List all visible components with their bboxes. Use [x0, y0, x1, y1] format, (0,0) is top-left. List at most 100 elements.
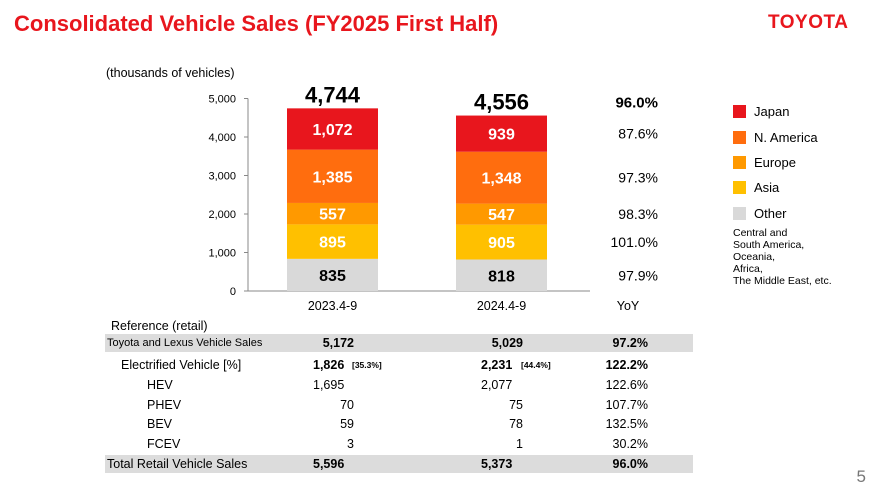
yoy-value: 98.3%: [618, 206, 658, 222]
legend-item-north-america: N. America: [733, 130, 873, 146]
ref-value-2023: 5,596: [313, 457, 345, 471]
y-tick-label: 1,000: [208, 248, 236, 260]
legend-label-north-america: N. America: [754, 130, 818, 145]
ref-label: BEV: [147, 417, 173, 431]
legend-item-other: Other: [733, 206, 873, 222]
bar-segment: [287, 149, 378, 203]
yoy-header: YoY: [617, 299, 640, 313]
legend-swatch-japan: [733, 105, 746, 118]
y-tick-label: 3,000: [208, 171, 236, 183]
legend-item-europe: Europe: [733, 155, 873, 171]
bar-value-label: 835: [319, 268, 346, 285]
ref-value-2024: 75: [509, 398, 523, 412]
ref-value-2024: 2,077: [481, 378, 513, 392]
legend-label-asia: Asia: [754, 180, 780, 195]
ref-yoy: 97.2%: [612, 336, 648, 350]
ref-yoy: 30.2%: [612, 437, 648, 451]
bar-segment: [287, 258, 378, 291]
ref-yoy: 132.5%: [605, 417, 648, 431]
ref-row-total-retail: Total Retail Vehicle Sales 5,596 5,373 9…: [105, 455, 693, 473]
bar-segment: [456, 259, 547, 291]
bar-value-label: 818: [488, 268, 515, 285]
page-number: 5: [856, 467, 866, 486]
bar-total-label: 4,556: [474, 90, 529, 115]
legend-note-line: Africa,: [733, 263, 763, 275]
bar-value-label: 905: [488, 235, 515, 252]
legend-other-note: Central and South America, Oceania, Afri…: [733, 227, 853, 287]
bar-segment: [287, 108, 378, 150]
ref-pct-2023: [35.3%]: [352, 360, 382, 370]
ref-value-2024: 5,029: [491, 336, 523, 350]
bar-segment: [287, 224, 378, 259]
legend-swatch-north-america: [733, 131, 746, 144]
ref-pct-2024: [44.4%]: [521, 360, 551, 370]
bar-total-label: 4,744: [305, 82, 361, 107]
y-tick-label: 5,000: [208, 94, 236, 106]
legend-note-line: Oceania,: [733, 251, 776, 263]
bar-value-label: 1,348: [481, 171, 521, 188]
yoy-value: 101.0%: [611, 234, 658, 250]
legend-item-japan: Japan: [733, 104, 873, 120]
ref-yoy: 122.2%: [605, 358, 648, 372]
bar-value-label: 939: [488, 127, 515, 144]
x-tick-label: 2023.4-9: [308, 299, 357, 313]
y-tick-label: 2,000: [208, 209, 236, 221]
yoy-value: 87.6%: [618, 126, 658, 142]
ref-label: Toyota and Lexus Vehicle Sales: [107, 337, 263, 349]
bar-segment: [456, 115, 547, 152]
ref-yoy: 96.0%: [612, 457, 648, 471]
ref-value-2023: 1,695: [313, 378, 345, 392]
stacked-bar-chart: 0 1,000 2,000 3,000 4,000 5,000 835 895 557 1,385…: [208, 82, 658, 313]
yoy-value: 97.9%: [618, 267, 658, 283]
ref-value-2024: 5,373: [481, 457, 513, 471]
ref-row-hev: HEV 1,695 2,077 122.6%: [105, 376, 693, 394]
ref-label: Electrified Vehicle [%]: [121, 358, 242, 372]
legend-swatch-asia: [733, 181, 746, 194]
legend-swatch-europe: [733, 156, 746, 169]
ref-row-electrified: Electrified Vehicle [%] 1,826 [35.3%] 2,…: [105, 356, 693, 374]
ref-value-2023: 70: [340, 398, 354, 412]
bar-value-label: 1,072: [312, 122, 352, 139]
legend-note-line: Central and: [733, 227, 788, 239]
legend-note-line: The Middle East, etc.: [733, 275, 832, 287]
bar-value-label: 547: [488, 207, 515, 224]
units-label: (thousands of vehicles): [106, 66, 235, 80]
x-tick-label: 2024.4-9: [477, 299, 526, 313]
bar-segment: [456, 224, 547, 260]
ref-label: FCEV: [147, 437, 181, 451]
slide-title: Consolidated Vehicle Sales (FY2025 First…: [14, 11, 499, 36]
ref-yoy: 122.6%: [605, 378, 648, 392]
ref-row-fcev: FCEV 3 1 30.2%: [105, 435, 693, 453]
reference-title: Reference (retail): [111, 319, 208, 333]
yoy-value: 97.3%: [618, 170, 658, 186]
ref-label: PHEV: [147, 398, 182, 412]
ref-value-2023: 3: [347, 437, 354, 451]
ref-row-bev: BEV 59 78 132.5%: [105, 415, 693, 433]
bar-value-label: 1,385: [312, 169, 352, 186]
legend-label-other: Other: [754, 206, 787, 221]
ref-value-2024: 1: [516, 437, 523, 451]
bar-segment: [456, 203, 547, 225]
ref-row-phev: PHEV 70 75 107.7%: [105, 396, 693, 414]
bar-value-label: 895: [319, 235, 346, 252]
ref-value-2023: 59: [340, 417, 354, 431]
ref-value-2023: 5,172: [322, 336, 354, 350]
ref-yoy: 107.7%: [605, 398, 648, 412]
y-tick-label: 4,000: [208, 132, 236, 144]
legend-swatch-other: [733, 207, 746, 220]
legend-label-japan: Japan: [754, 104, 790, 119]
yoy-total: 96.0%: [615, 95, 658, 112]
ref-row-toyota-lexus: Toyota and Lexus Vehicle Sales 5,172 5,0…: [105, 334, 693, 352]
ref-value-2023: 1,826: [313, 358, 345, 372]
ref-value-2024: 78: [509, 417, 523, 431]
toyota-logo: TOYOTA: [768, 12, 849, 33]
legend-note-line: South America,: [733, 239, 805, 251]
y-tick-label: 0: [230, 286, 236, 298]
bar-segment: [287, 202, 378, 225]
legend-item-asia: Asia: [733, 180, 873, 196]
ref-label: HEV: [147, 378, 173, 392]
ref-value-2024: 2,231: [481, 358, 513, 372]
bar-value-label: 557: [319, 207, 346, 224]
bar-segment: [456, 151, 547, 204]
legend-label-europe: Europe: [754, 155, 796, 170]
